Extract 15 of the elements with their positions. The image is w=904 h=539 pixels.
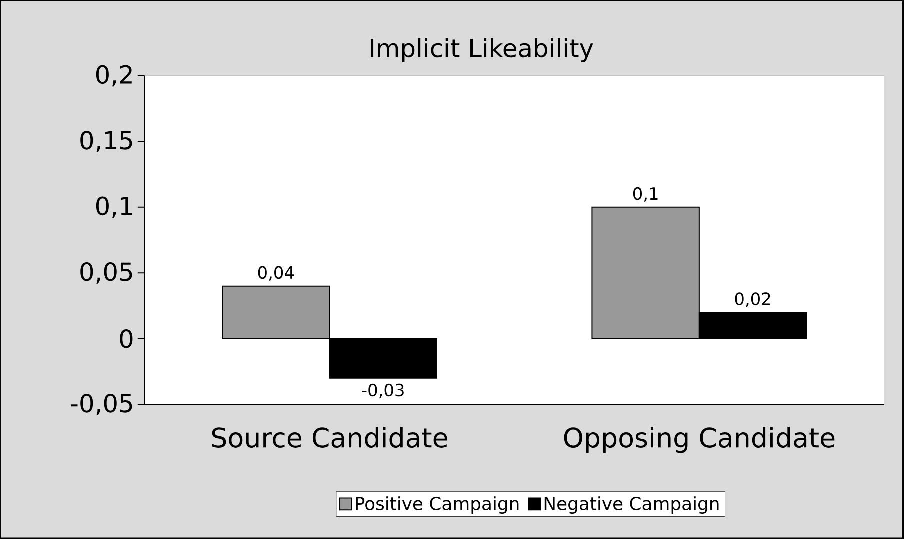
x-tick-label: Opposing Candidate	[564, 427, 835, 454]
y-tick-label: 0,05	[80, 262, 132, 284]
legend-label: Negative Campaign	[544, 496, 719, 514]
legend-label: Positive Campaign	[356, 496, 519, 514]
x-tick-label: Source Candidate	[212, 427, 448, 448]
y-tick-label: 0,15	[80, 130, 132, 152]
data-label: -0,03	[362, 384, 404, 398]
y-tick-label: 0,1	[96, 196, 132, 218]
data-label: 0,02	[735, 292, 770, 307]
data-label: 0,1	[633, 187, 658, 202]
data-label: 0,04	[258, 266, 294, 281]
y-tick-label: -0,05	[71, 394, 132, 416]
y-tick-label: 0,2	[96, 65, 132, 86]
y-tick-label: 0	[120, 329, 133, 348]
chart-title: Implicit Likeability	[371, 38, 594, 62]
